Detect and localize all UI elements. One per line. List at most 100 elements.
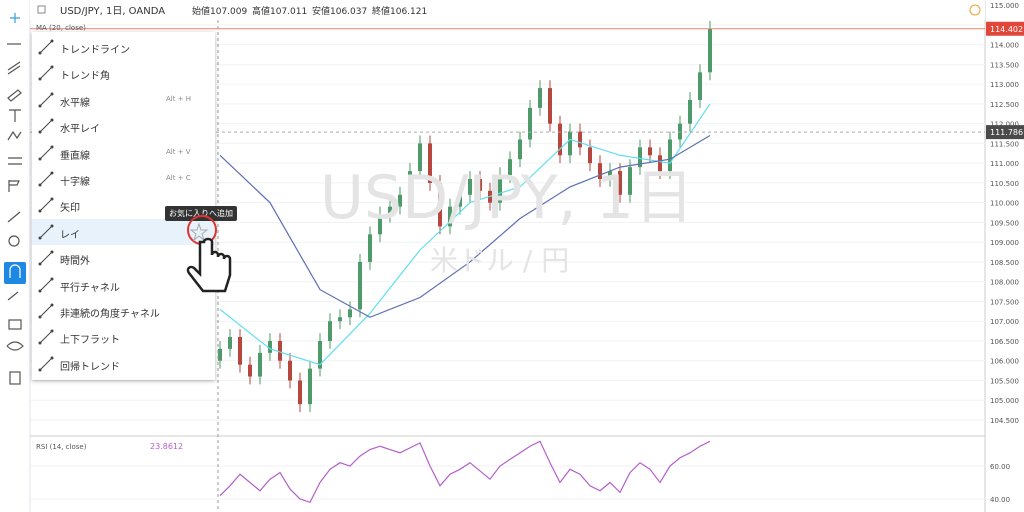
low: 安値106.037 (312, 5, 367, 17)
candle-body (378, 214, 382, 235)
menu-item[interactable]: 上下フラット (32, 324, 215, 350)
candle-body (598, 163, 602, 179)
watermark-name: 米ドル / 円 (430, 244, 569, 277)
y-tick-label: 107.500 (990, 298, 1019, 306)
high: 高値107.011 (252, 5, 307, 17)
candle-body (368, 234, 372, 262)
candle-body (668, 139, 672, 172)
candle-body (308, 368, 312, 405)
menu-item[interactable]: 平行チャネル (32, 272, 215, 298)
alert-icon[interactable] (969, 4, 981, 16)
candle-body (298, 380, 302, 405)
y-tick-label: 111.500 (990, 140, 1019, 148)
menu-icon (38, 65, 54, 81)
collapse-icon[interactable] (37, 5, 46, 14)
y-tick-label: 110.000 (990, 200, 1019, 208)
menu-shortcut: Alt + H (166, 94, 192, 103)
menu-icon (38, 356, 54, 372)
candle-body (238, 337, 242, 365)
menu-item[interactable]: 垂直線 Alt + V (32, 140, 215, 166)
candle-body (358, 261, 362, 310)
candle-body (218, 348, 222, 361)
menu-item[interactable]: トレンド角 (32, 60, 215, 86)
candle-body (418, 143, 422, 172)
candle-body (638, 147, 642, 168)
y-tick-label: 112.500 (990, 101, 1019, 109)
y-tick-label: 105.500 (990, 377, 1019, 385)
y-tick-label: 112.000 (990, 121, 1019, 129)
menu-label: 時間外 (60, 256, 90, 268)
crosshair-price: 111.786 (990, 128, 1023, 137)
menu-label: 矢印 (60, 203, 80, 215)
menu-label: 十字線 (60, 177, 90, 188)
cursor-overlay (186, 215, 232, 293)
menu-icon (38, 39, 54, 55)
candle-body (338, 317, 342, 322)
y-tick-label: 106.000 (990, 358, 1019, 366)
candle-body (568, 131, 572, 156)
rsi-title: RSI (14, close) (36, 443, 87, 451)
candle-body (438, 182, 442, 227)
menu-item[interactable]: トレンドライン (32, 34, 215, 60)
candle-body (558, 123, 562, 156)
menu-item[interactable]: 水平線 Alt + H (32, 87, 215, 113)
y-tick-label: 107.000 (990, 318, 1019, 326)
menu-item[interactable]: レイ (32, 218, 215, 245)
candle-body (498, 175, 502, 203)
menu-item[interactable]: 非連続の角度チャネル (32, 298, 215, 324)
candle-body (688, 99, 692, 124)
y-tick-label: 104.500 (990, 417, 1019, 425)
y-tick-label: 106.500 (990, 338, 1019, 346)
menu-label: 水平レイ (60, 124, 100, 136)
y-tick-label: 109.500 (990, 219, 1019, 227)
y-tick-label: 105.000 (990, 397, 1019, 405)
candle-body (588, 147, 592, 164)
menu-icon (38, 250, 54, 266)
watermark-symbol: USD/JPY, 1日 (320, 163, 694, 233)
candle-body (258, 352, 262, 377)
star-icon[interactable] (189, 222, 209, 242)
candle-body (578, 131, 582, 148)
menu-label: 水平線 (60, 97, 90, 109)
menu-label: 上下フラット (60, 335, 120, 347)
menu-item[interactable]: 十字線 Alt + C (32, 166, 215, 192)
menu-icon (38, 303, 54, 319)
candle-body (388, 206, 392, 215)
candle-body (708, 28, 712, 73)
menu-label: トレンド角 (60, 71, 110, 83)
tool-icons[interactable] (4, 13, 26, 385)
menu-item[interactable]: 回帰トレンド (32, 351, 215, 377)
moving-average (219, 135, 711, 318)
y-tick-label: 109.000 (990, 239, 1019, 247)
candle-body (398, 194, 402, 207)
candle-body (318, 340, 322, 369)
menu-icon (38, 92, 54, 108)
menu-shortcut: Alt + V (166, 147, 191, 156)
indicator: MA (20, close) (36, 24, 86, 32)
menu-icon (38, 197, 54, 213)
menu-icon (38, 224, 54, 240)
candle-body (348, 309, 352, 318)
candle-body (608, 171, 612, 179)
menu-icon (38, 145, 54, 161)
candle-body (288, 360, 292, 381)
y-tick-label: 110.500 (990, 180, 1019, 188)
candle-body (618, 171, 622, 195)
menu-label: レイ (60, 229, 80, 241)
menu-shortcut: Alt + C (166, 174, 191, 182)
menu-item[interactable]: 水平レイ (32, 113, 215, 139)
candle-body (228, 337, 232, 349)
candle-body (698, 72, 702, 100)
menu-icon (38, 329, 54, 345)
y-tick-label: 108.000 (990, 279, 1019, 287)
rsi-tick-label: 40.00 (990, 496, 1010, 504)
candle-body (278, 340, 282, 361)
menu-item[interactable]: 矢印 (32, 192, 215, 218)
menu-item[interactable]: 時間外 (32, 245, 215, 271)
y-tick-label: 108.500 (990, 259, 1019, 267)
candle-body (248, 364, 252, 377)
candle-body (428, 143, 432, 183)
y-tick-label: 114.000 (990, 42, 1019, 50)
crosshair-badge (986, 125, 1024, 140)
